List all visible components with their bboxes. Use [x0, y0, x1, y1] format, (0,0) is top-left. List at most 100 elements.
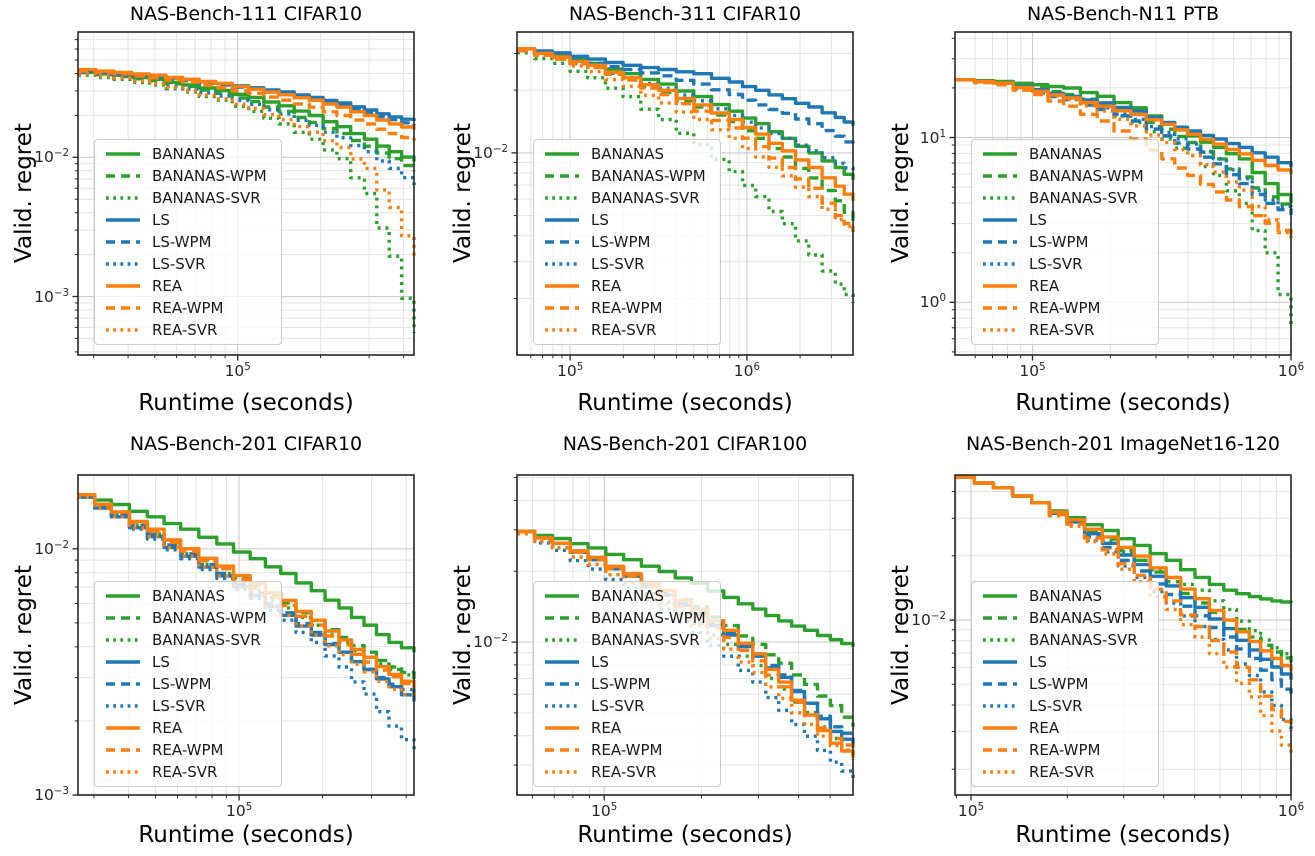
x-tick-label: 105 — [224, 362, 251, 381]
legend-line-sample-dotted — [983, 261, 1017, 266]
subplot-nas-bench-201-cifar10: NAS-Bench-201 CIFAR10 Valid. regret 105 1… — [0, 430, 438, 856]
legend-entry: BANANAS — [982, 145, 1144, 163]
legend-entry-label: BANANAS-SVR — [1029, 630, 1138, 649]
y-axis-label: Valid. regret — [11, 565, 37, 705]
x-axis-label: Runtime (seconds) — [577, 390, 793, 416]
legend-entry: REA — [544, 276, 706, 295]
legend-entry: REA-SVR — [982, 321, 1144, 339]
legend-entry: REA-WPM — [982, 741, 1144, 759]
legend-line-sample-dashed — [106, 239, 140, 244]
x-axis-label: Runtime (seconds) — [1015, 390, 1231, 416]
x-tick-label: 105 — [556, 362, 584, 381]
x-axis-label: Runtime (seconds) — [138, 390, 354, 416]
chart-title: NAS-Bench-201 CIFAR100 — [562, 433, 808, 455]
legend-entry-label: REA — [591, 276, 622, 295]
legend-entry-label: REA-WPM — [152, 740, 224, 759]
legend-line-sample-dotted — [983, 769, 1017, 774]
y-tick-label: 10−2 — [34, 539, 69, 558]
x-tick-label: 105 — [957, 802, 985, 821]
legend-line-sample-solid — [983, 217, 1017, 222]
legend-entry-label: REA-WPM — [591, 298, 663, 317]
y-tick-label: 10−2 — [473, 633, 508, 652]
legend-entry: BANANAS — [105, 587, 267, 605]
legend-line-sample-dotted — [545, 261, 579, 266]
x-tick-label: 106 — [1277, 802, 1305, 821]
legend-line-sample-dotted — [983, 195, 1017, 200]
legend-entry-label: REA-SVR — [591, 762, 657, 781]
chart-title: NAS-Bench-201 CIFAR10 — [129, 433, 363, 455]
legend-line-sample-solid — [545, 217, 579, 222]
legend-line-sample-solid — [983, 725, 1017, 730]
subplot-nas-bench-311-cifar10: NAS-Bench-311 CIFAR10 Valid. regret 105 1… — [439, 0, 877, 430]
legend-line-sample-dashed — [545, 239, 579, 244]
legend-entry-label: LS — [1029, 210, 1047, 229]
legend-entry-label: LS-WPM — [152, 232, 212, 251]
legend-entry: BANANAS — [982, 586, 1144, 605]
legend-entry-label: BANANAS — [591, 586, 665, 605]
plot-area: 105 10−2 10−3 BANANAS BANANAS-WPM BANANAS-SVR… — [34, 474, 416, 820]
legend-line-sample-dotted — [983, 327, 1017, 332]
legend-entry-label: BANANAS-WPM — [1029, 608, 1144, 627]
legend-line-sample-dashed — [983, 747, 1017, 752]
legend-entry: REA-SVR — [982, 763, 1144, 781]
x-tick-label: 105 — [591, 802, 618, 821]
legend-entry-label: LS-WPM — [591, 232, 651, 251]
legend-entry: BANANAS-WPM — [982, 167, 1144, 185]
series-line-REA-SVR — [517, 49, 855, 233]
legend-entry: LS-SVR — [982, 255, 1144, 273]
legend-entry: LS-SVR — [982, 697, 1144, 715]
series-line-REA-WPM — [78, 69, 416, 141]
legend-entry-label: LS-SVR — [591, 696, 645, 715]
legend-entry: REA — [544, 719, 706, 737]
y-tick-label: 100 — [919, 293, 946, 312]
legend-entry-label: REA-SVR — [152, 762, 218, 781]
legend-entry: REA-WPM — [544, 740, 706, 759]
legend-line-sample-dotted — [545, 195, 579, 200]
legend-entry-label: BANANAS — [1029, 586, 1103, 605]
x-axis-label: Runtime (seconds) — [577, 822, 793, 848]
series-line-BANANAS — [78, 493, 416, 653]
legend-line-sample-dashed — [983, 681, 1017, 686]
legend-entry-label: BANANAS-WPM — [152, 166, 267, 185]
legend-entry-label: REA-WPM — [591, 740, 663, 759]
y-tick-label: 101 — [919, 128, 946, 147]
legend-line-sample-dotted — [106, 261, 140, 266]
x-tick-label: 106 — [1277, 362, 1305, 381]
legend-line-sample-solid — [106, 593, 140, 598]
legend-entry-label: REA-SVR — [591, 320, 657, 339]
legend-entry: BANANAS-WPM — [105, 166, 267, 185]
legend-line-sample-dashed — [545, 173, 579, 178]
legend-line-sample-solid — [983, 593, 1017, 598]
plot-area: 105 10−2 10−3 BANANAS BANANAS-WPM BANANAS-SVR… — [34, 31, 416, 380]
legend-entry-label: REA — [1029, 718, 1060, 737]
plot-area: 105 10−2 BANANAS BANANAS-WPM BANANAS-SVR LS LS… — [473, 474, 855, 820]
legend-entry: REA-SVR — [105, 321, 267, 339]
legend-entry: BANANAS-WPM — [982, 608, 1144, 627]
legend-line-sample-dotted — [545, 637, 579, 642]
legend-entry: BANANAS — [544, 586, 706, 605]
legend-line-sample-dotted — [106, 195, 140, 200]
legend-entry-label: LS-WPM — [1029, 674, 1089, 693]
y-axis-label: Valid. regret — [450, 565, 476, 705]
y-axis-label: Valid. regret — [450, 123, 476, 263]
legend-line-sample-dotted — [545, 327, 579, 332]
legend-line-sample-solid — [106, 283, 140, 288]
legend-line-sample-dotted — [545, 769, 579, 774]
series-line-REA-WPM — [78, 493, 416, 690]
legend-line-sample-dashed — [983, 239, 1017, 244]
y-tick-label: 10−2 — [473, 143, 508, 162]
legend-line-sample-solid — [106, 725, 140, 730]
legend-entry-label: BANANAS-WPM — [152, 608, 267, 627]
legend-entry: REA-SVR — [105, 762, 267, 781]
x-tick-label: 105 — [1019, 362, 1046, 381]
legend-line-sample-solid — [983, 659, 1017, 664]
legend-line-sample-solid — [106, 151, 140, 156]
legend-line-sample-solid — [545, 151, 579, 156]
legend-entry: LS-WPM — [982, 674, 1144, 693]
y-tick-label: 10−2 — [911, 611, 946, 630]
legend-line-sample-solid — [983, 283, 1017, 288]
legend-entry: LS-SVR — [544, 255, 706, 273]
y-tick-label: 10−2 — [34, 148, 69, 167]
legend-entry-label: BANANAS-WPM — [591, 608, 706, 627]
series-line-REA-SVR — [955, 78, 1293, 243]
